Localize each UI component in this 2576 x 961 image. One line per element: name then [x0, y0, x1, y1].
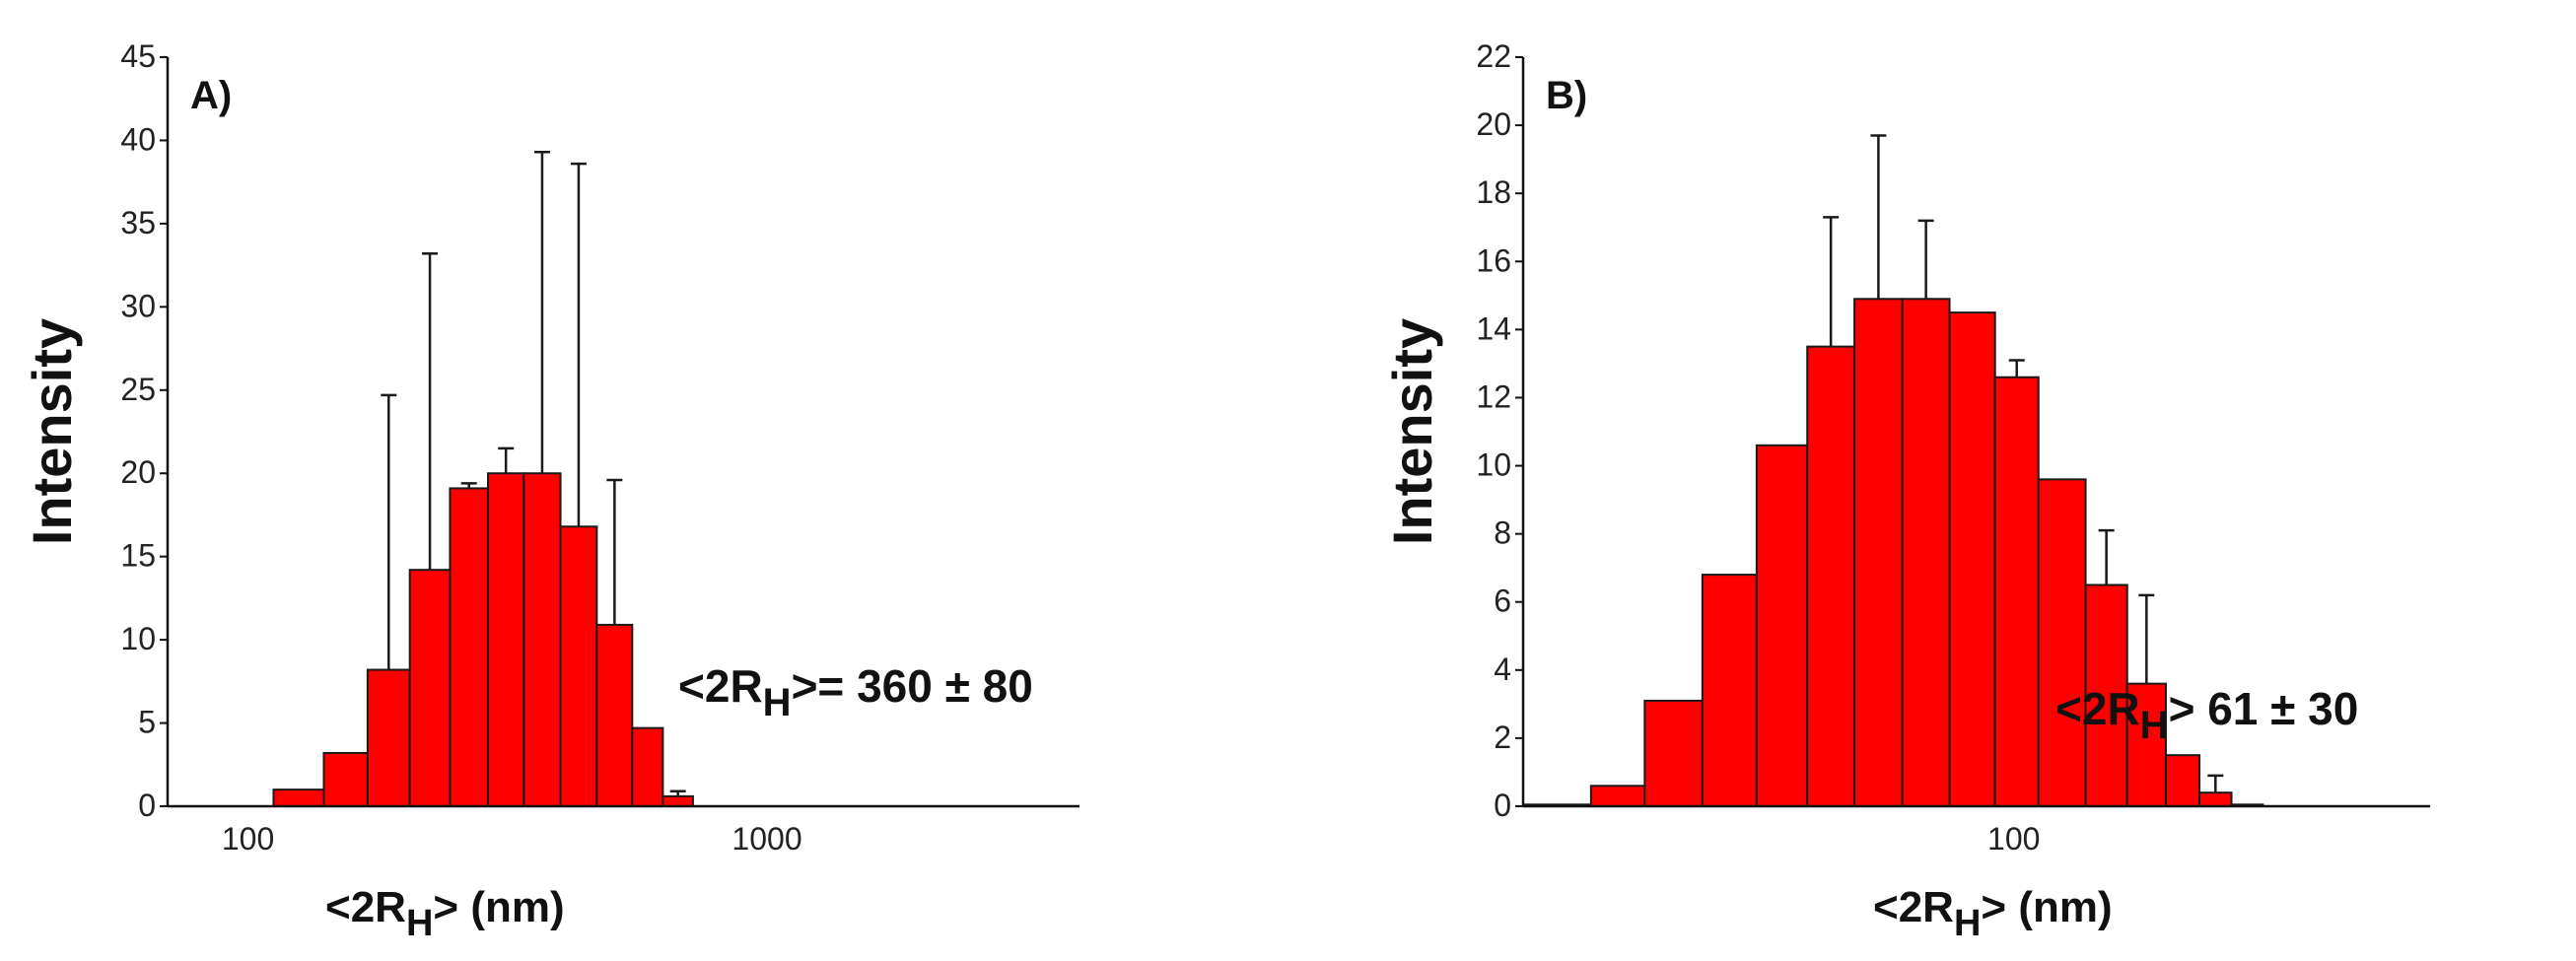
x-axis-label: <2RH> (nm)	[325, 883, 565, 944]
y-tick-label: 45	[120, 38, 156, 74]
y-tick-label: 25	[120, 372, 156, 407]
histogram-bar	[1755, 444, 1809, 807]
y-tick-label: 5	[138, 705, 156, 740]
y-tick-label: 6	[1494, 583, 1511, 619]
histogram-bar	[449, 487, 489, 807]
histogram-bar	[2164, 754, 2201, 808]
y-tick-label: 18	[1476, 174, 1511, 210]
histogram-bar	[1853, 298, 1904, 808]
y-tick-label: 10	[120, 621, 156, 656]
panel-label: A)	[190, 74, 232, 117]
x-tick-label: 100	[1987, 821, 2040, 857]
size-annotation: <2RH> 61 ± 30	[2055, 683, 2358, 747]
y-axis-label: Intensity	[21, 318, 83, 545]
histogram-bar	[522, 472, 562, 807]
y-tick-label: 0	[138, 788, 156, 823]
y-axis-label: Intensity	[1381, 318, 1443, 545]
histogram-bar	[1993, 376, 2040, 807]
panel-label: B)	[1546, 74, 1587, 117]
histogram-bar	[366, 668, 411, 807]
histogram-bar	[408, 569, 452, 808]
histogram-chart-a: 0 5 10 15 20 25 30 35 40 45 100 1000 A) Intensity <2RH…	[21, 38, 1079, 944]
histogram-bar	[2037, 478, 2087, 807]
y-tick-label: 35	[120, 205, 156, 240]
x-tick-label: 1000	[731, 821, 801, 857]
histogram-bar	[1806, 345, 1856, 807]
x-tick-label: 100	[222, 821, 274, 857]
histogram-bar	[1643, 699, 1704, 808]
y-tick-label: 2	[1494, 720, 1511, 755]
histogram-bar	[1589, 785, 1646, 807]
x-axis-label: <2RH> (nm)	[1873, 883, 2113, 944]
y-tick-label: 10	[1476, 447, 1511, 483]
y-tick-label: 15	[120, 538, 156, 574]
y-tick-label: 30	[120, 288, 156, 323]
histogram-bar	[559, 525, 598, 807]
histogram-bar	[2198, 791, 2233, 808]
size-annotation: <2RH>= 360 ± 80	[678, 660, 1033, 724]
histogram-bar	[661, 794, 694, 807]
y-tick-label: 4	[1494, 652, 1511, 687]
histogram-bar	[486, 472, 525, 807]
histogram-bar	[1948, 311, 1996, 807]
histogram-bar	[595, 623, 634, 808]
y-tick-label: 20	[120, 454, 156, 490]
y-tick-label: 16	[1476, 242, 1511, 278]
histogram-bar	[272, 789, 325, 807]
histogram-chart-b: 0 2 4 6 8 10 12 14 16 18 20 22 100 B) Intensity <2RH> (…	[1381, 38, 2430, 944]
histogram-bar	[631, 726, 664, 807]
histogram-bar	[322, 751, 369, 808]
y-tick-label: 20	[1476, 106, 1511, 142]
histogram-bar	[1901, 298, 1951, 808]
histogram-bar	[1701, 574, 1758, 807]
y-tick-label: 22	[1476, 38, 1511, 74]
y-tick-label: 12	[1476, 378, 1511, 414]
chart-panel-b: 0 2 4 6 8 10 12 14 16 18 20 22 100 B) Intensity <2RH> (…	[1282, 0, 2576, 961]
y-tick-label: 0	[1494, 788, 1511, 823]
chart-panel-a: 0 5 10 15 20 25 30 35 40 45 100 1000 A) Intensity <2RH…	[0, 0, 1282, 961]
y-tick-label: 40	[120, 121, 156, 157]
y-tick-label: 14	[1476, 310, 1511, 346]
y-tick-label: 8	[1494, 515, 1511, 551]
